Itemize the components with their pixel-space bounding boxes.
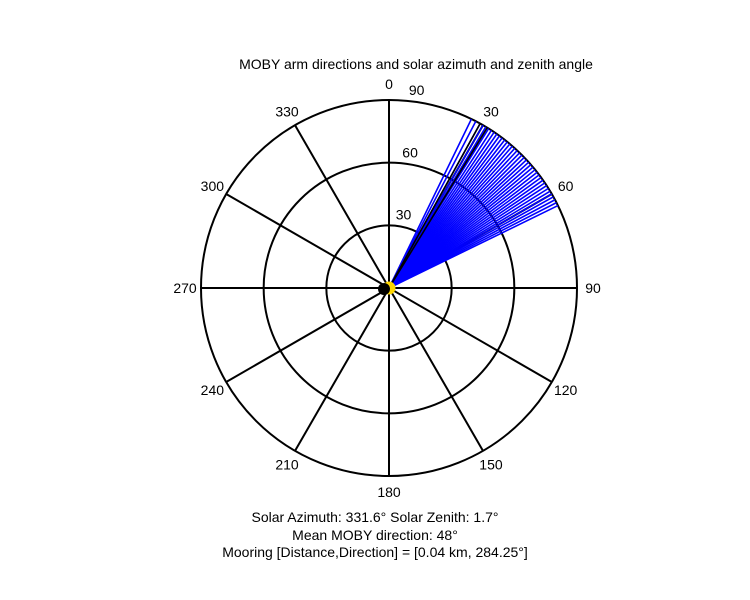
angle-tick-label-60: 60 xyxy=(558,178,574,194)
angle-tick-label-330: 330 xyxy=(275,103,299,119)
radius-tick-label-60: 60 xyxy=(402,144,418,160)
reference-ray-1 xyxy=(388,127,488,289)
angle-tick-label-180: 180 xyxy=(377,484,401,500)
tick-labels: 0 30 60 90 120 150 180 210 240 270 300 330 30 60 90 xyxy=(173,76,601,500)
mean-direction: Mean MOBY direction: 48° xyxy=(292,527,458,543)
solar-info: Solar Azimuth: 331.6° Solar Zenith: 1.7° xyxy=(251,509,499,525)
center-marker xyxy=(378,283,390,295)
angle-tick-label-270: 270 xyxy=(173,280,197,296)
chart-title: MOBY arm directions and solar azimuth an… xyxy=(239,56,593,72)
moby-arm-ray-0 xyxy=(388,118,473,289)
chart-marks xyxy=(378,118,559,295)
mooring-info: Mooring [Distance,Direction] = [0.04 km,… xyxy=(222,544,528,560)
angle-tick-label-150: 150 xyxy=(479,457,503,473)
moby-arm-ray-1 xyxy=(388,120,477,289)
angle-tick-label-210: 210 xyxy=(275,457,299,473)
angle-tick-label-120: 120 xyxy=(554,382,578,398)
angle-tick-label-30: 30 xyxy=(483,103,499,119)
reference-ray-0 xyxy=(388,123,481,289)
angle-tick-label-300: 300 xyxy=(201,178,225,194)
angle-tick-label-90: 90 xyxy=(585,280,601,296)
moby-arm-ray-37 xyxy=(388,204,559,289)
radius-tick-label-90: 90 xyxy=(409,82,425,98)
angle-tick-label-0: 0 xyxy=(385,76,393,92)
radius-tick-label-30: 30 xyxy=(396,207,412,223)
angle-tick-label-240: 240 xyxy=(201,382,225,398)
